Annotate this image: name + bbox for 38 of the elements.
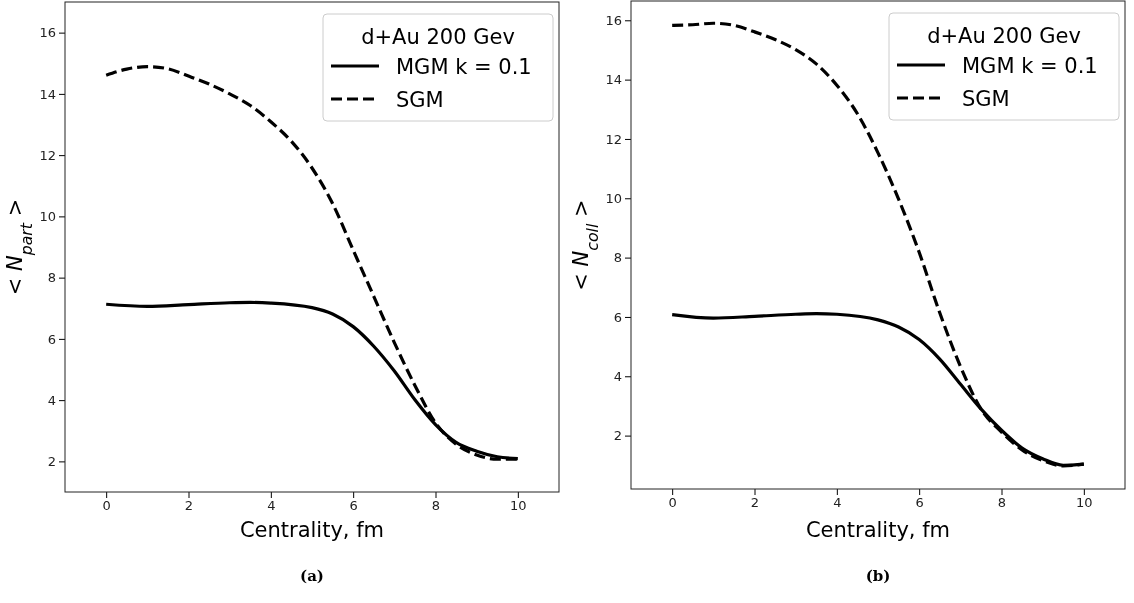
text: (a) [300,567,324,585]
legend-label: MGM k = 0.1 [396,55,532,79]
y-tick-label: 2 [47,454,56,470]
legend-label: SGM [962,87,1010,111]
y-tick-label: 14 [39,86,56,102]
x-axis-title: Centrality, fm [805,518,951,542]
y-tick-label: 12 [605,131,622,147]
legend-label: MGM k = 0.1 [962,54,1098,78]
x-axis-title: Centrality, fm [239,518,385,542]
x-tick-label: 6 [349,498,358,514]
x-tick-label: 10 [510,498,527,514]
x-tick-label: 10 [1076,495,1093,511]
x-tick-label: 2 [750,495,760,511]
y-tick-label: 8 [47,270,56,286]
legend-title: d+Au 200 Gev [361,25,515,49]
y-tick-label: 4 [47,392,56,408]
y-tick-label: 10 [39,209,56,225]
y-tick-label: 14 [605,72,622,88]
y-tick-label: 6 [47,331,56,347]
x-tick-label: 2 [184,498,194,514]
y-tick-label: 16 [39,25,56,41]
y-tick-label: 8 [613,250,622,266]
x-tick-label: 8 [997,495,1007,511]
y-tick-label: 10 [605,190,622,206]
y-tick-label: 4 [613,368,622,384]
x-tick-label: 4 [833,495,842,511]
text: (b) [865,567,891,585]
x-tick-label: 0 [668,495,677,511]
y-tick-label: 6 [613,309,622,325]
y-tick-label: 2 [613,428,622,444]
x-tick-label: 0 [102,498,111,514]
x-tick-label: 4 [267,498,276,514]
x-tick-label: 6 [915,495,924,511]
x-tick-label: 8 [431,498,441,514]
y-tick-label: 12 [39,147,56,163]
legend-label: SGM [396,88,444,112]
legend-title: d+Au 200 Gev [927,24,1081,48]
y-tick-label: 16 [605,12,622,28]
